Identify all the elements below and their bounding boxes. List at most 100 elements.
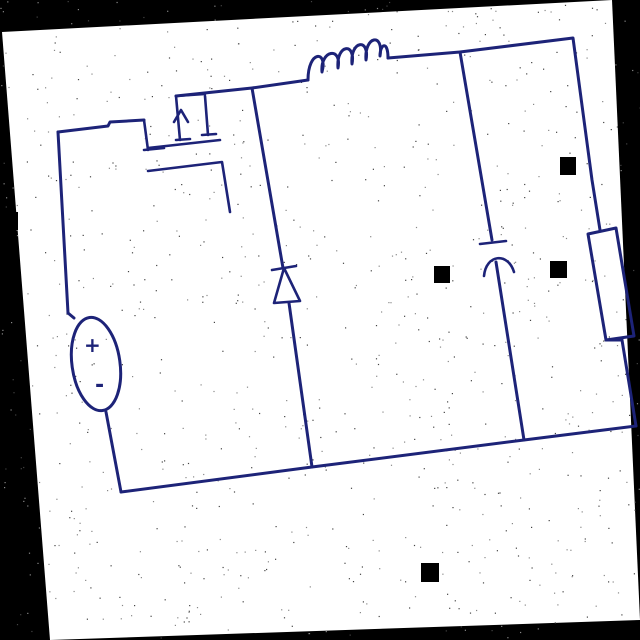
speckle-dot — [624, 20, 626, 22]
speckle-dot — [513, 262, 515, 264]
speckle-dot — [174, 188, 176, 191]
speckle-dot — [509, 456, 511, 458]
speckle-dot — [181, 400, 183, 402]
speckle-dot — [565, 237, 568, 240]
speckle-dot — [116, 1, 118, 4]
speckle-dot — [512, 312, 514, 314]
speckle-dot — [214, 19, 216, 21]
speckle-dot — [242, 601, 244, 603]
speckle-dot — [267, 139, 269, 141]
speckle-dot — [526, 286, 528, 288]
speckle-dot — [468, 561, 470, 563]
speckle-dot — [147, 71, 149, 73]
speckle-dot — [616, 311, 618, 313]
speckle-dot — [389, 42, 391, 44]
speckle-dot — [160, 637, 162, 639]
speckle-dot — [442, 573, 444, 575]
speckle-dot — [451, 434, 453, 436]
speckle-dot — [496, 550, 498, 552]
speckle-dot — [476, 16, 479, 18]
speckle-dot — [607, 477, 610, 479]
speckle-dot — [188, 611, 190, 613]
speckle-dot — [331, 179, 333, 182]
speckle-dot — [637, 434, 639, 437]
speckle-dot — [347, 103, 349, 105]
speckle-dot — [149, 133, 151, 135]
speckle-dot — [580, 209, 583, 211]
speckle-dot — [325, 631, 327, 633]
speckle-dot — [352, 581, 355, 583]
speckle-dot — [504, 436, 506, 438]
speckle-dot — [637, 72, 639, 74]
speckle-dot — [28, 552, 31, 554]
speckle-dot — [404, 315, 406, 317]
speckle-dot — [288, 609, 290, 611]
speckle-dot — [588, 228, 590, 230]
speckle-dot — [52, 337, 54, 339]
speckle-dot — [531, 526, 533, 528]
speckle-dot — [529, 319, 532, 321]
speckle-dot — [483, 312, 485, 314]
speckle-dot — [471, 544, 473, 547]
speckle-dot — [159, 372, 161, 374]
speckle-dot — [482, 513, 484, 516]
speckle-dot — [39, 481, 41, 484]
speckle-dot — [347, 10, 349, 13]
speckle-dot — [551, 563, 553, 565]
speckle-dot — [480, 268, 482, 270]
speckle-dot — [484, 493, 486, 496]
speckle-dot — [48, 175, 50, 177]
speckle-dot — [502, 227, 504, 229]
speckle-dot — [504, 282, 506, 284]
speckle-dot — [220, 448, 222, 450]
speckle-dot — [16, 229, 18, 231]
speckle-dot — [293, 219, 295, 221]
speckle-dot — [588, 429, 590, 431]
speckle-dot — [465, 336, 467, 338]
speckle-dot — [188, 610, 190, 612]
speckle-dot — [177, 617, 179, 619]
speckle-dot — [37, 88, 39, 90]
speckle-dot — [178, 235, 180, 237]
source-minus-label: - — [95, 373, 104, 398]
speckle-dot — [354, 287, 356, 289]
speckle-dot — [217, 480, 219, 482]
speckle-dot — [524, 110, 526, 112]
speckle-dot — [626, 143, 628, 145]
speckle-dot — [355, 363, 357, 365]
speckle-dot — [293, 541, 295, 544]
speckle-dot — [605, 223, 608, 225]
speckle-dot — [350, 487, 353, 489]
speckle-dot — [102, 471, 104, 473]
speckle-dot — [154, 317, 156, 319]
speckle-dot — [161, 85, 163, 87]
speckle-dot — [526, 73, 528, 75]
speckle-dot — [38, 527, 40, 529]
speckle-dot — [405, 537, 407, 539]
speckle-dot — [591, 412, 594, 414]
speckle-dot — [534, 305, 536, 307]
speckle-dot — [59, 463, 61, 465]
speckle-dot — [619, 470, 621, 472]
speckle-dot — [528, 190, 531, 192]
speckle-dot — [70, 174, 72, 176]
artifact-square — [560, 157, 576, 175]
speckle-dot — [557, 604, 559, 606]
speckle-dot — [476, 609, 478, 612]
speckle-dot — [348, 115, 350, 117]
speckle-dot — [306, 308, 308, 310]
speckle-dot — [507, 637, 509, 639]
speckle-dot — [131, 252, 134, 254]
speckle-dot — [112, 283, 114, 285]
speckle-dot — [66, 333, 68, 335]
speckle-dot — [118, 96, 120, 99]
speckle-dot — [254, 456, 256, 458]
speckle-dot — [89, 461, 91, 463]
speckle-dot — [601, 345, 603, 347]
speckle-dot — [325, 469, 327, 471]
speckle-dot — [398, 324, 400, 326]
speckle-dot — [46, 102, 48, 104]
speckle-dot — [138, 308, 140, 310]
speckle-dot — [570, 549, 572, 551]
speckle-dot — [527, 278, 530, 280]
